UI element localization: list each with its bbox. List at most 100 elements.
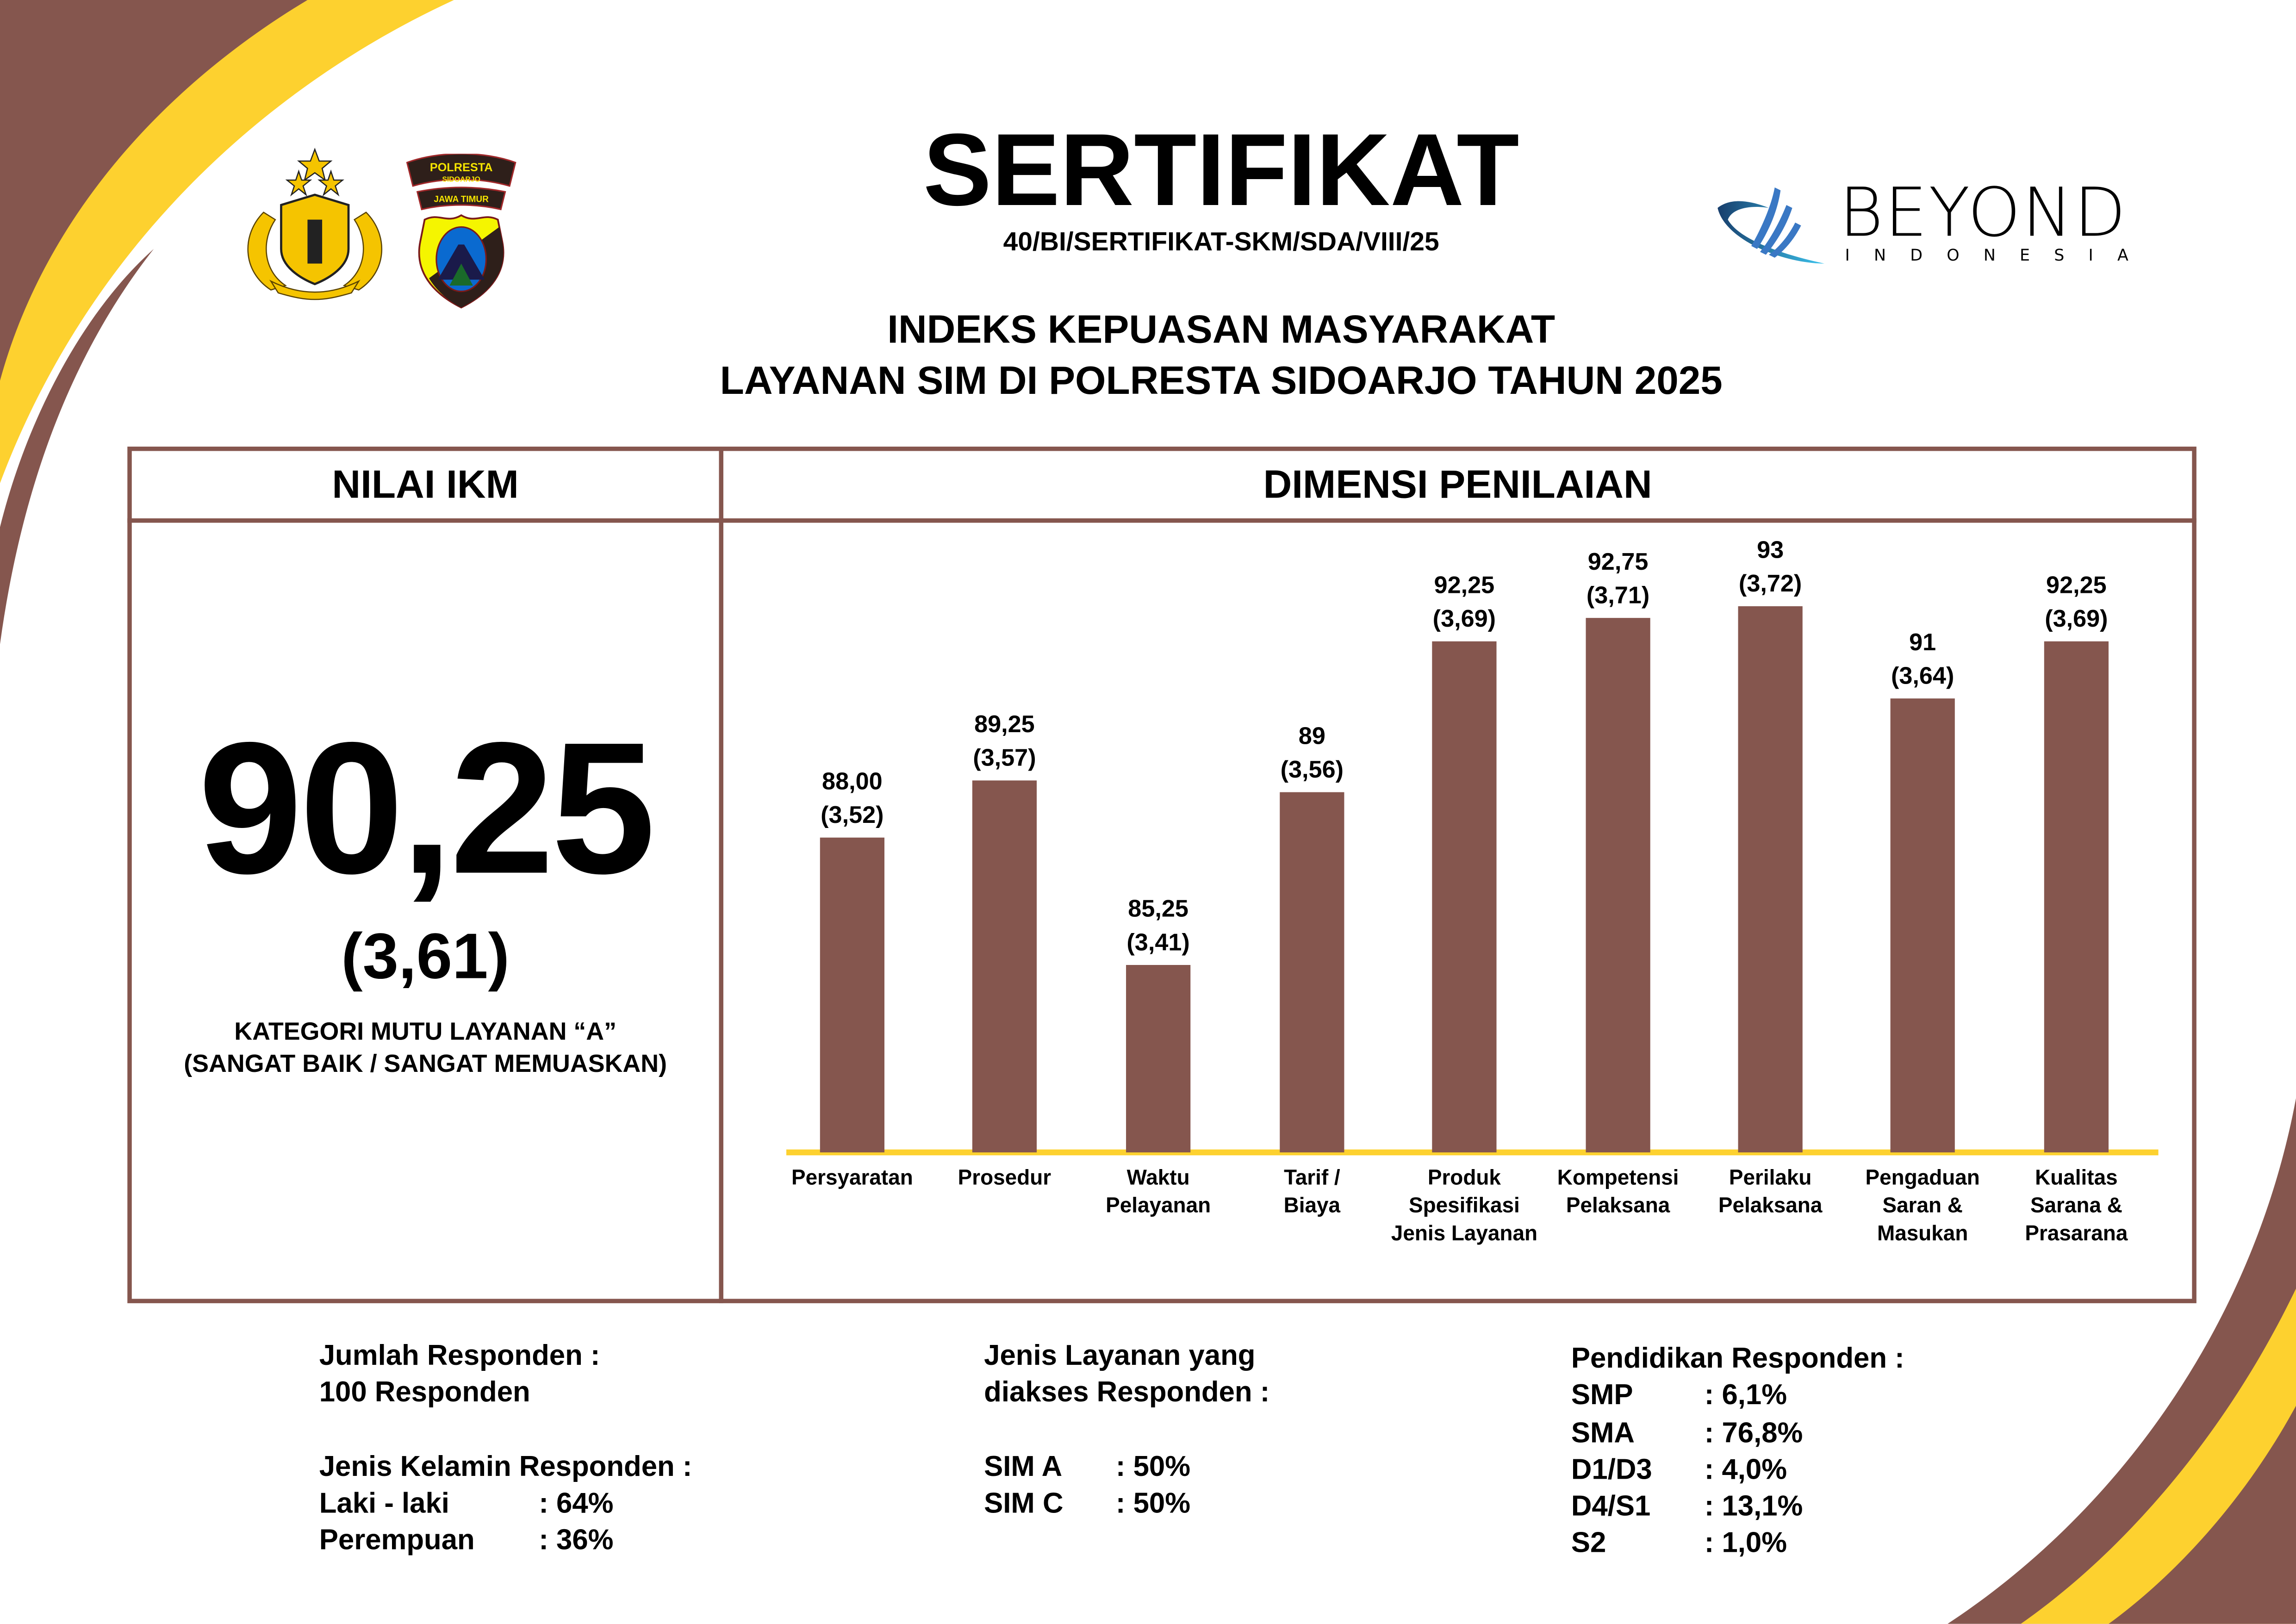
- scale-label: (3,72): [1738, 571, 1802, 598]
- info-key: D1/D3: [1571, 1454, 1652, 1487]
- info-row: D4/S1 : 13,1%: [1571, 1489, 1904, 1526]
- value-label: 89,25: [974, 711, 1035, 738]
- info-key: Perempuan: [319, 1524, 475, 1557]
- top-left-brown-swoosh: [0, 0, 308, 381]
- category-label: Perilaku Pelaksana: [1718, 1167, 1823, 1219]
- category-label: Persyaratan: [791, 1167, 913, 1191]
- value-label: 92,25: [2046, 572, 2107, 599]
- info-key: SIM A: [984, 1450, 1063, 1483]
- beyond-indonesia-swoosh-logo: [1717, 187, 1825, 264]
- ikm-category-line-1: KATEGORI MUTU LAYANAN “A”: [234, 1017, 617, 1046]
- scale-label: (3,69): [1432, 606, 1496, 633]
- ikm-category-line-2: (SANGAT BAIK / SANGAT MEMUASKAN): [184, 1050, 667, 1078]
- nilai-ikm-heading: NILAI IKM: [332, 462, 519, 507]
- info-value: : 36%: [539, 1524, 614, 1557]
- info-key: SMP: [1571, 1380, 1633, 1412]
- info-row: Laki - laki : 64%: [319, 1486, 692, 1523]
- bar-6: [1738, 606, 1803, 1152]
- info-key: SIM C: [984, 1487, 1064, 1520]
- ikm-value: 90,25: [198, 704, 655, 914]
- info-row: Perempuan : 36%: [319, 1523, 692, 1560]
- value-label: 85,25: [1128, 896, 1188, 923]
- scale-label: (3,71): [1586, 583, 1650, 610]
- scale-label: (3,64): [1891, 664, 1954, 691]
- sidoarjo-logo-text: SIDOARJO: [442, 175, 480, 183]
- info-value: : 4,0%: [1704, 1454, 1787, 1487]
- bar-value-label: 91 (3,64): [1857, 627, 1989, 695]
- bar-value-label: 88,00 (3,52): [786, 766, 918, 834]
- polresta-logo-text: POLRESTA: [430, 161, 493, 174]
- category-label: Waktu Pelayanan: [1106, 1167, 1211, 1219]
- info-value: : 64%: [539, 1487, 614, 1520]
- bar-5: [1586, 618, 1650, 1152]
- service-label-line-2: diakses Responden :: [984, 1377, 1270, 1409]
- bar-0: [820, 838, 884, 1152]
- bar-value-label: 89,25 (3,57): [939, 708, 1070, 776]
- header-divider: [127, 518, 2196, 523]
- info-value: : 13,1%: [1704, 1491, 1803, 1524]
- value-label: 92,25: [1434, 572, 1495, 599]
- scale-label: (3,69): [2045, 606, 2108, 633]
- certificate-title: SERTIFIKAT: [923, 112, 1519, 227]
- certificate-number: 40/BI/SERTIFIKAT-SKM/SDA/VIII/25: [1003, 227, 1439, 256]
- value-label: 93: [1757, 537, 1784, 564]
- bar-3: [1280, 791, 1344, 1152]
- scale-label: (3,57): [973, 745, 1036, 772]
- respondent-count-block: Jumlah Responden : 100 Responden Jenis K…: [319, 1338, 692, 1560]
- value-label: 91: [1909, 630, 1936, 657]
- scale-label: (3,52): [821, 803, 884, 829]
- category-label: Prosedur: [958, 1167, 1052, 1191]
- polri-emblem-logo: [247, 148, 383, 300]
- column-divider: [719, 446, 723, 1303]
- info-value: : 76,8%: [1704, 1417, 1803, 1449]
- respondent-count-label: Jumlah Responden :: [319, 1339, 600, 1372]
- scale-label: (3,41): [1126, 930, 1190, 957]
- info-row: SMA : 76,8%: [1571, 1415, 1904, 1452]
- bottom-right-brown-corner: [2109, 1406, 2296, 1624]
- bar-value-label: 92,25 (3,69): [1399, 569, 1531, 637]
- info-row: SIM A : 50%: [984, 1449, 1269, 1486]
- category-label: Pengaduan Saran & Masukan: [1865, 1167, 1980, 1246]
- polresta-sidoarjo-emblem-logo: POLRESTA SIDOARJO JAWA TIMUR: [406, 154, 516, 309]
- chart-title: DIMENSI PENILAIAN: [1263, 462, 1652, 507]
- bar-value-label: 92,25 (3,69): [2010, 569, 2142, 637]
- service-label-line-1: Jenis Layanan yang: [984, 1339, 1256, 1372]
- info-row: SIM C : 50%: [984, 1486, 1269, 1523]
- info-value: : 50%: [1115, 1487, 1191, 1520]
- bar-2: [1126, 965, 1191, 1152]
- info-row: SMP : 6,1%: [1571, 1378, 1904, 1415]
- info-key: Laki - laki: [319, 1487, 449, 1520]
- bar-value-label: 89 (3,56): [1246, 720, 1378, 787]
- info-key: S2: [1571, 1528, 1606, 1561]
- category-label: Produk Spesifikasi Jenis Layanan: [1391, 1167, 1537, 1246]
- info-key: SMA: [1571, 1417, 1635, 1449]
- category-label: Kualitas Sarana & Prasarana: [2025, 1167, 2128, 1246]
- subtitle-line-1: INDEKS KEPUASAN MASYARAKAT: [887, 307, 1556, 352]
- scale-label: (3,56): [1280, 756, 1344, 783]
- respondent-count-value: 100 Responden: [319, 1377, 530, 1409]
- beyond-logo-subtitle: INDONESIA: [1845, 246, 2153, 265]
- ikm-scale-value: (3,61): [341, 921, 510, 993]
- left-brown-curve: [0, 249, 154, 645]
- info-value: : 1,0%: [1704, 1528, 1787, 1561]
- value-label: 88,00: [822, 769, 883, 796]
- value-label: 89: [1298, 722, 1325, 749]
- bar-1: [972, 780, 1037, 1152]
- beyond-logo-name: BEYOND: [1839, 173, 2128, 252]
- info-key: D4/S1: [1571, 1491, 1651, 1524]
- info-row: S2 : 1,0%: [1571, 1526, 1904, 1563]
- subtitle-line-2: LAYANAN SIM DI POLRESTA SIDOARJO TAHUN 2…: [720, 359, 1723, 403]
- results-table-frame: [127, 446, 2196, 1303]
- bar-value-label: 85,25 (3,41): [1092, 893, 1224, 961]
- bar-4: [1432, 641, 1497, 1152]
- service-block: Jenis Layanan yang diakses Responden : S…: [984, 1338, 1269, 1523]
- info-value: : 50%: [1115, 1450, 1191, 1483]
- info-value: : 6,1%: [1704, 1380, 1787, 1412]
- category-label: Tarif / Biaya: [1283, 1167, 1341, 1219]
- category-label: Kompetensi Pelaksana: [1557, 1167, 1679, 1219]
- education-label: Pendidikan Responden :: [1571, 1343, 1904, 1375]
- gender-label: Jenis Kelamin Responden :: [319, 1450, 692, 1483]
